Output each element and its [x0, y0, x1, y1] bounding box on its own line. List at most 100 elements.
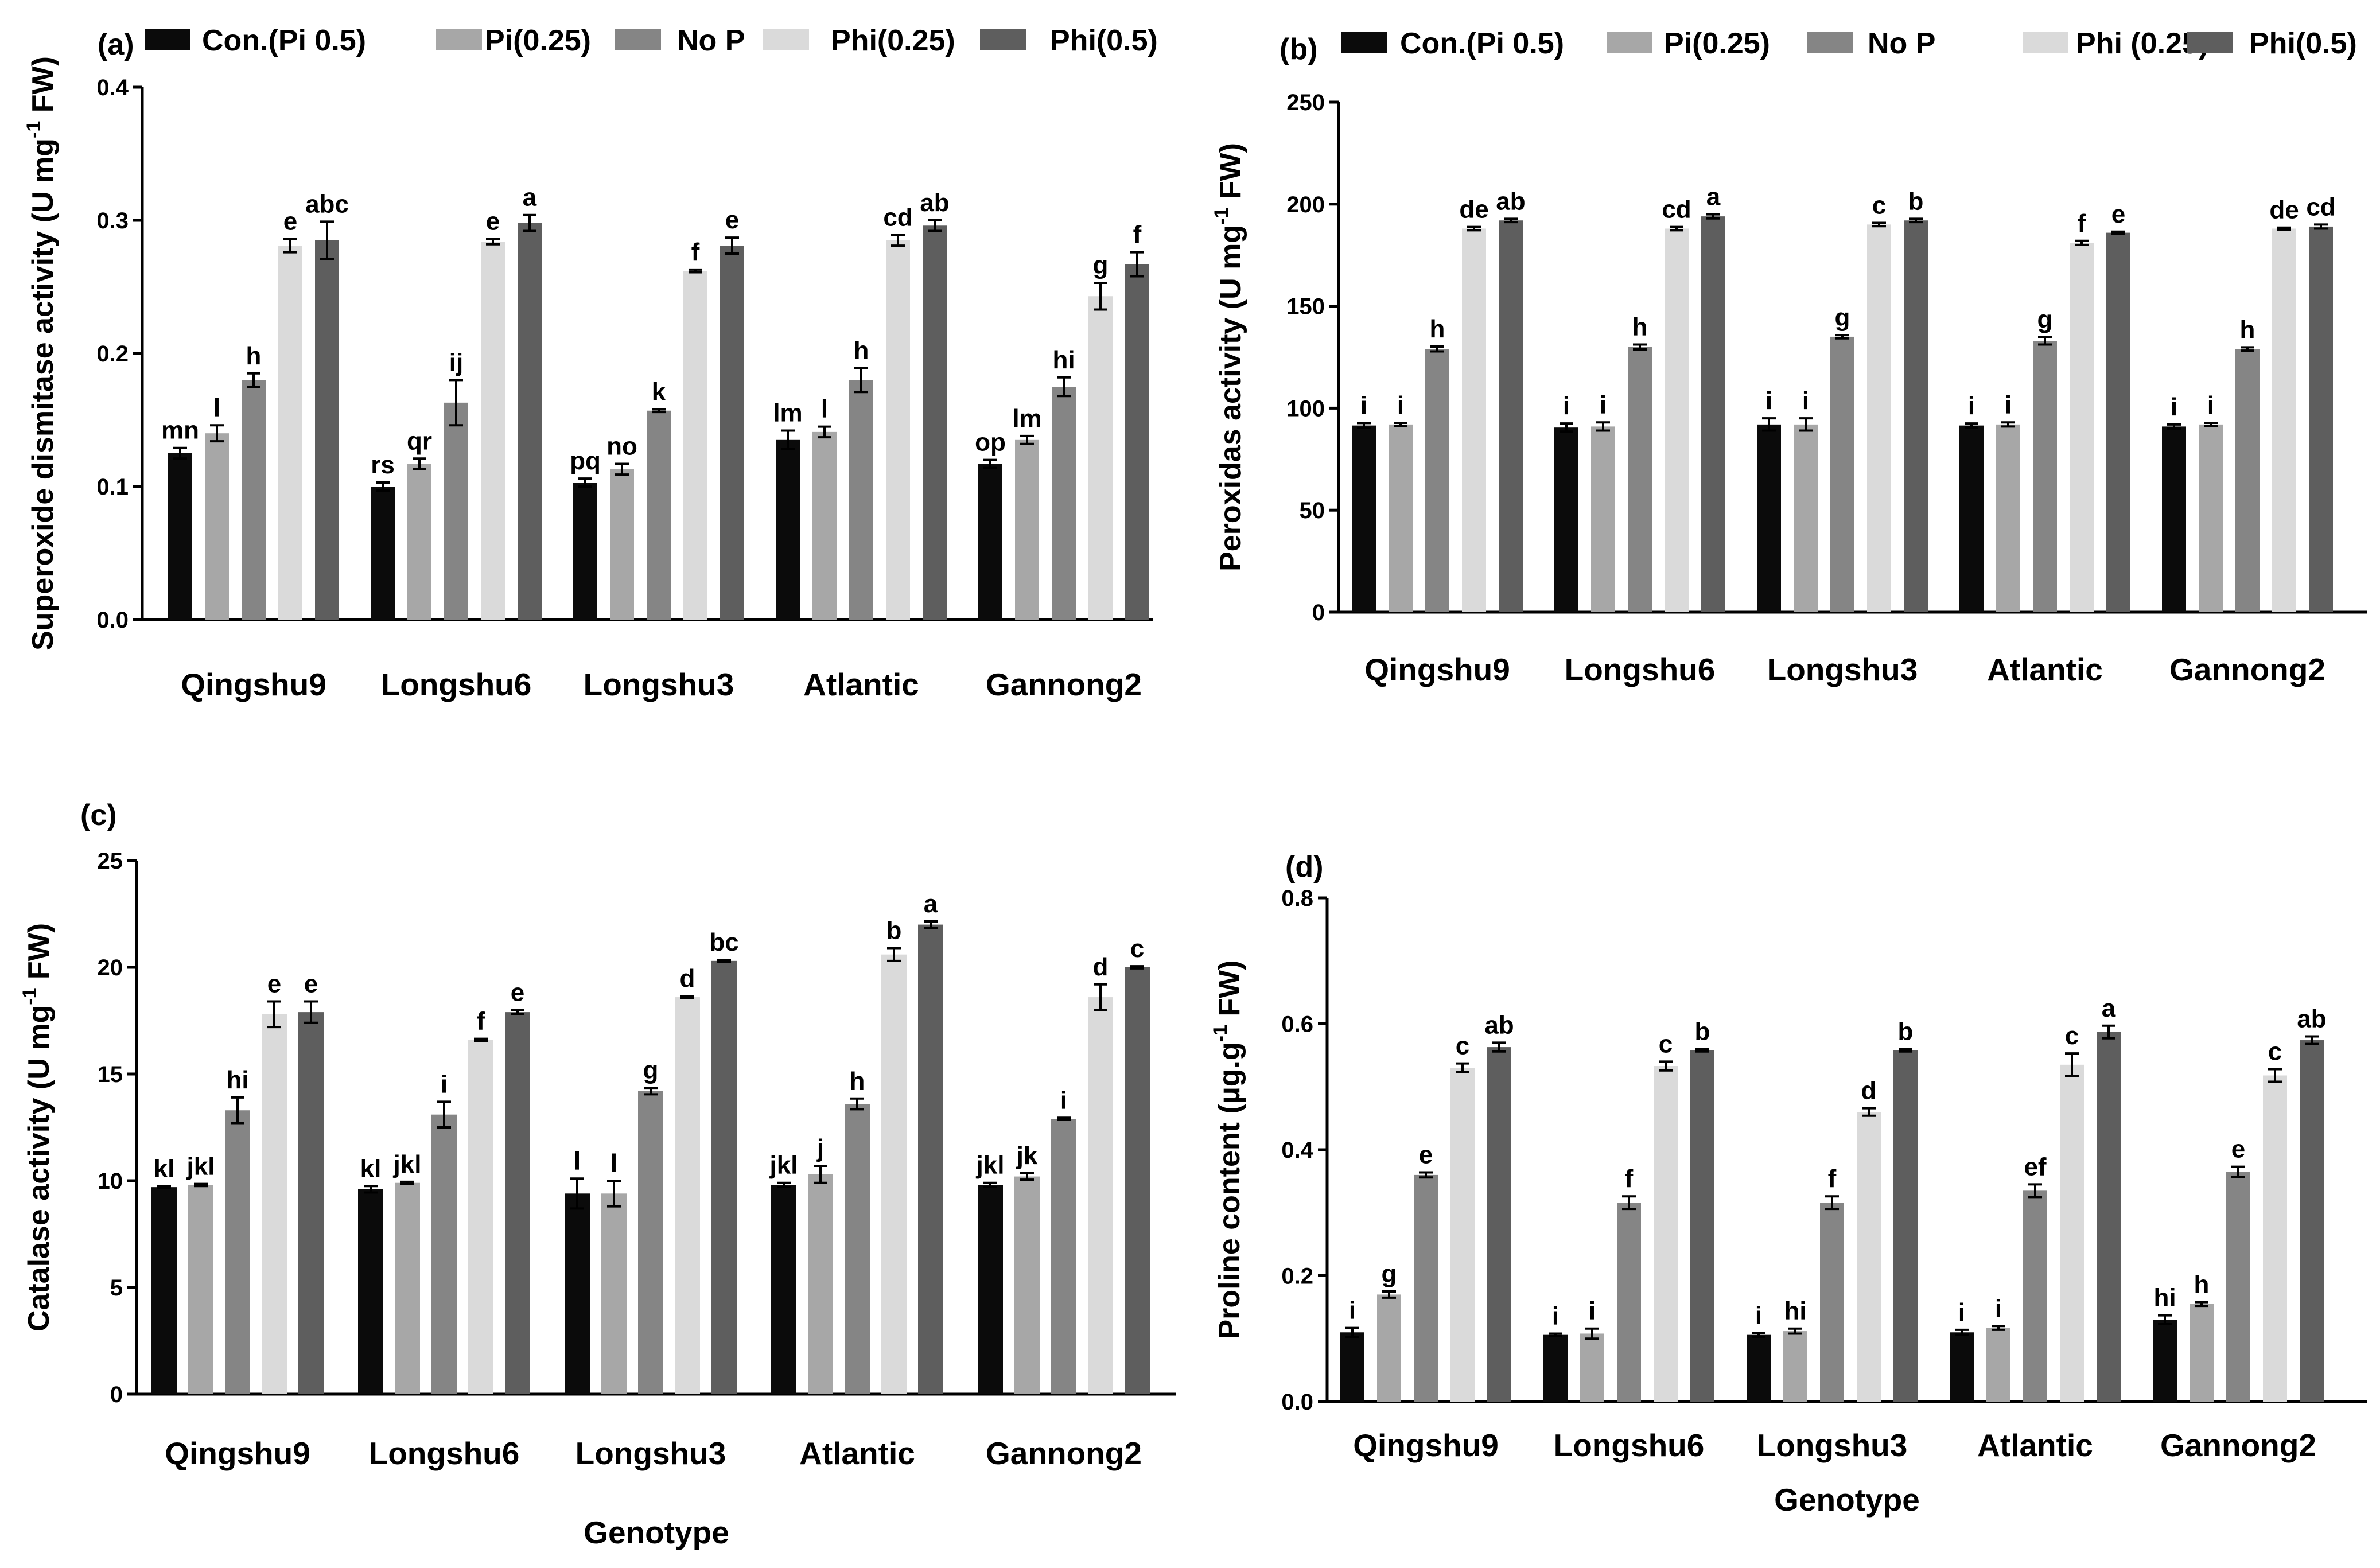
bar-qingshu9-pi025	[188, 1185, 213, 1394]
bar-qingshu9-pi025	[205, 433, 229, 620]
bar-qingshu9-nop	[1425, 349, 1449, 612]
significance-letter: i	[2005, 391, 2012, 419]
bar-gannong2-phi025	[2263, 1075, 2287, 1402]
bar-gannong2-pi025	[1015, 439, 1039, 620]
significance-letter: h	[246, 342, 262, 370]
bar-gannong2-phi025	[1088, 296, 1113, 620]
bar-longshu3-phi05	[711, 960, 737, 1394]
bar-gannong2-nop	[1052, 387, 1076, 620]
bar-longshu6-con	[1543, 1334, 1568, 1402]
y-axis-title-sup: -1	[19, 988, 41, 1005]
bar-longshu6-pi025	[395, 1182, 420, 1394]
bar-longshu6-phi05	[1701, 216, 1725, 612]
bar-longshu6-con	[358, 1189, 383, 1394]
significance-letter: kl	[360, 1154, 382, 1182]
bar-gannong2-phi025	[1088, 997, 1113, 1394]
panel-label: (a)	[98, 28, 134, 61]
category-label: Qingshu9	[165, 1435, 310, 1471]
y-tick-label: 150	[1286, 294, 1325, 320]
bar-atlantic-phi025	[2070, 243, 2094, 612]
significance-letter: e	[725, 206, 739, 234]
y-tick-label: 0.8	[1281, 886, 1313, 911]
significance-letter: jkl	[976, 1151, 1005, 1180]
bar-gannong2-nop	[1051, 1119, 1076, 1394]
significance-letter: de	[1459, 196, 1488, 224]
legend-swatch	[763, 29, 809, 50]
significance-letter: bc	[709, 928, 738, 956]
legend-label: Phi(0.5)	[2249, 27, 2357, 60]
category-label: Longshu6	[369, 1435, 520, 1471]
significance-letter: g	[643, 1056, 659, 1084]
bar-atlantic-phi05	[2106, 232, 2130, 613]
bar-longshu6-phi025	[1665, 228, 1689, 612]
significance-letter: cd	[2306, 193, 2335, 221]
bar-longshu6-phi025	[1654, 1066, 1678, 1402]
bar-longshu3-pi025	[610, 469, 634, 620]
significance-letter: e	[2111, 200, 2125, 228]
bar-atlantic-pi025	[808, 1174, 833, 1394]
panel-c: (c) 0 5 10 15 20 25 Catalase activity (U mg-1 F…	[19, 799, 1176, 1550]
y-axis-title-tail: FW)	[1213, 960, 1246, 1025]
y-tick-label: 0.4	[1281, 1138, 1313, 1163]
y-tick-label: 15	[98, 1062, 123, 1087]
y-tick-label: 20	[98, 955, 123, 981]
significance-letter: e	[267, 970, 281, 998]
y-tick-label: 5	[110, 1275, 123, 1301]
bar-longshu3-nop	[647, 410, 671, 620]
bar-qingshu9-con	[1340, 1332, 1364, 1402]
y-tick-label: 50	[1300, 498, 1325, 523]
significance-letter: cd	[1662, 196, 1691, 224]
y-tick-label: 0.1	[96, 474, 129, 500]
panel-b: (b) 0 50 100 150 200 250 Peroxidas activity (U …	[1211, 27, 2367, 687]
legend-swatch	[1807, 32, 1853, 53]
bar-qingshu9-nop	[225, 1110, 250, 1394]
bar-qingshu9-pi025	[1389, 424, 1413, 612]
significance-letter: i	[1995, 1294, 2002, 1322]
significance-letter: i	[1589, 1297, 1596, 1325]
significance-letter: e	[283, 207, 297, 235]
y-axis-title-sup: -1	[1211, 208, 1232, 225]
category-label: Longshu3	[1757, 1427, 1908, 1463]
significance-letter: j	[816, 1134, 824, 1162]
significance-letter: d	[1093, 953, 1109, 981]
bar-qingshu9-phi025	[278, 246, 302, 620]
significance-letter: f	[691, 238, 700, 266]
significance-letter: kl	[154, 1154, 175, 1182]
legend-label: No P	[677, 24, 745, 57]
legend-swatch	[980, 29, 1026, 50]
bar-longshu3-nop	[638, 1091, 663, 1394]
bar-gannong2-pi025	[1014, 1176, 1040, 1394]
significance-letter: g	[1835, 304, 1850, 332]
category-label: Atlantic	[1977, 1427, 2093, 1463]
significance-letter: l	[821, 395, 828, 423]
bar-atlantic-pi025	[1996, 424, 2020, 612]
significance-letter: e	[486, 207, 500, 235]
bar-longshu6-phi05	[1690, 1050, 1714, 1402]
bar-atlantic-nop	[2033, 341, 2057, 612]
significance-letter: i	[1360, 391, 1367, 419]
legend-swatch	[615, 29, 661, 50]
y-tick-label: 100	[1286, 396, 1325, 421]
significance-letter: ab	[2297, 1005, 2326, 1033]
bar-longshu3-nop	[1830, 336, 1854, 612]
significance-letter: b	[1898, 1017, 1914, 1045]
legend-label: Con.(Pi 0.5)	[1400, 27, 1564, 60]
significance-letter: d	[680, 964, 695, 993]
bar-qingshu9-con	[151, 1187, 177, 1394]
significance-letter: c	[1659, 1030, 1673, 1058]
significance-letter: b	[1908, 187, 1924, 215]
significance-letter: h	[1632, 313, 1648, 341]
legend-label: Pi(0.25)	[1664, 27, 1770, 60]
category-label: Atlantic	[1987, 652, 2103, 687]
panel-label: (c)	[80, 799, 117, 832]
y-tick-label: 200	[1286, 192, 1325, 217]
category-label: Gannong2	[986, 1435, 1142, 1471]
category-label: Gannong2	[986, 667, 1142, 702]
bar-qingshu9-phi05	[1487, 1047, 1511, 1402]
y-tick-label: 25	[98, 849, 123, 874]
significance-letter: f	[1625, 1165, 1634, 1193]
bar-longshu6-nop	[431, 1114, 457, 1394]
significance-letter: e	[2231, 1135, 2245, 1164]
category-label: Qingshu9	[1364, 652, 1510, 687]
bar-atlantic-pi025	[1986, 1328, 2010, 1402]
